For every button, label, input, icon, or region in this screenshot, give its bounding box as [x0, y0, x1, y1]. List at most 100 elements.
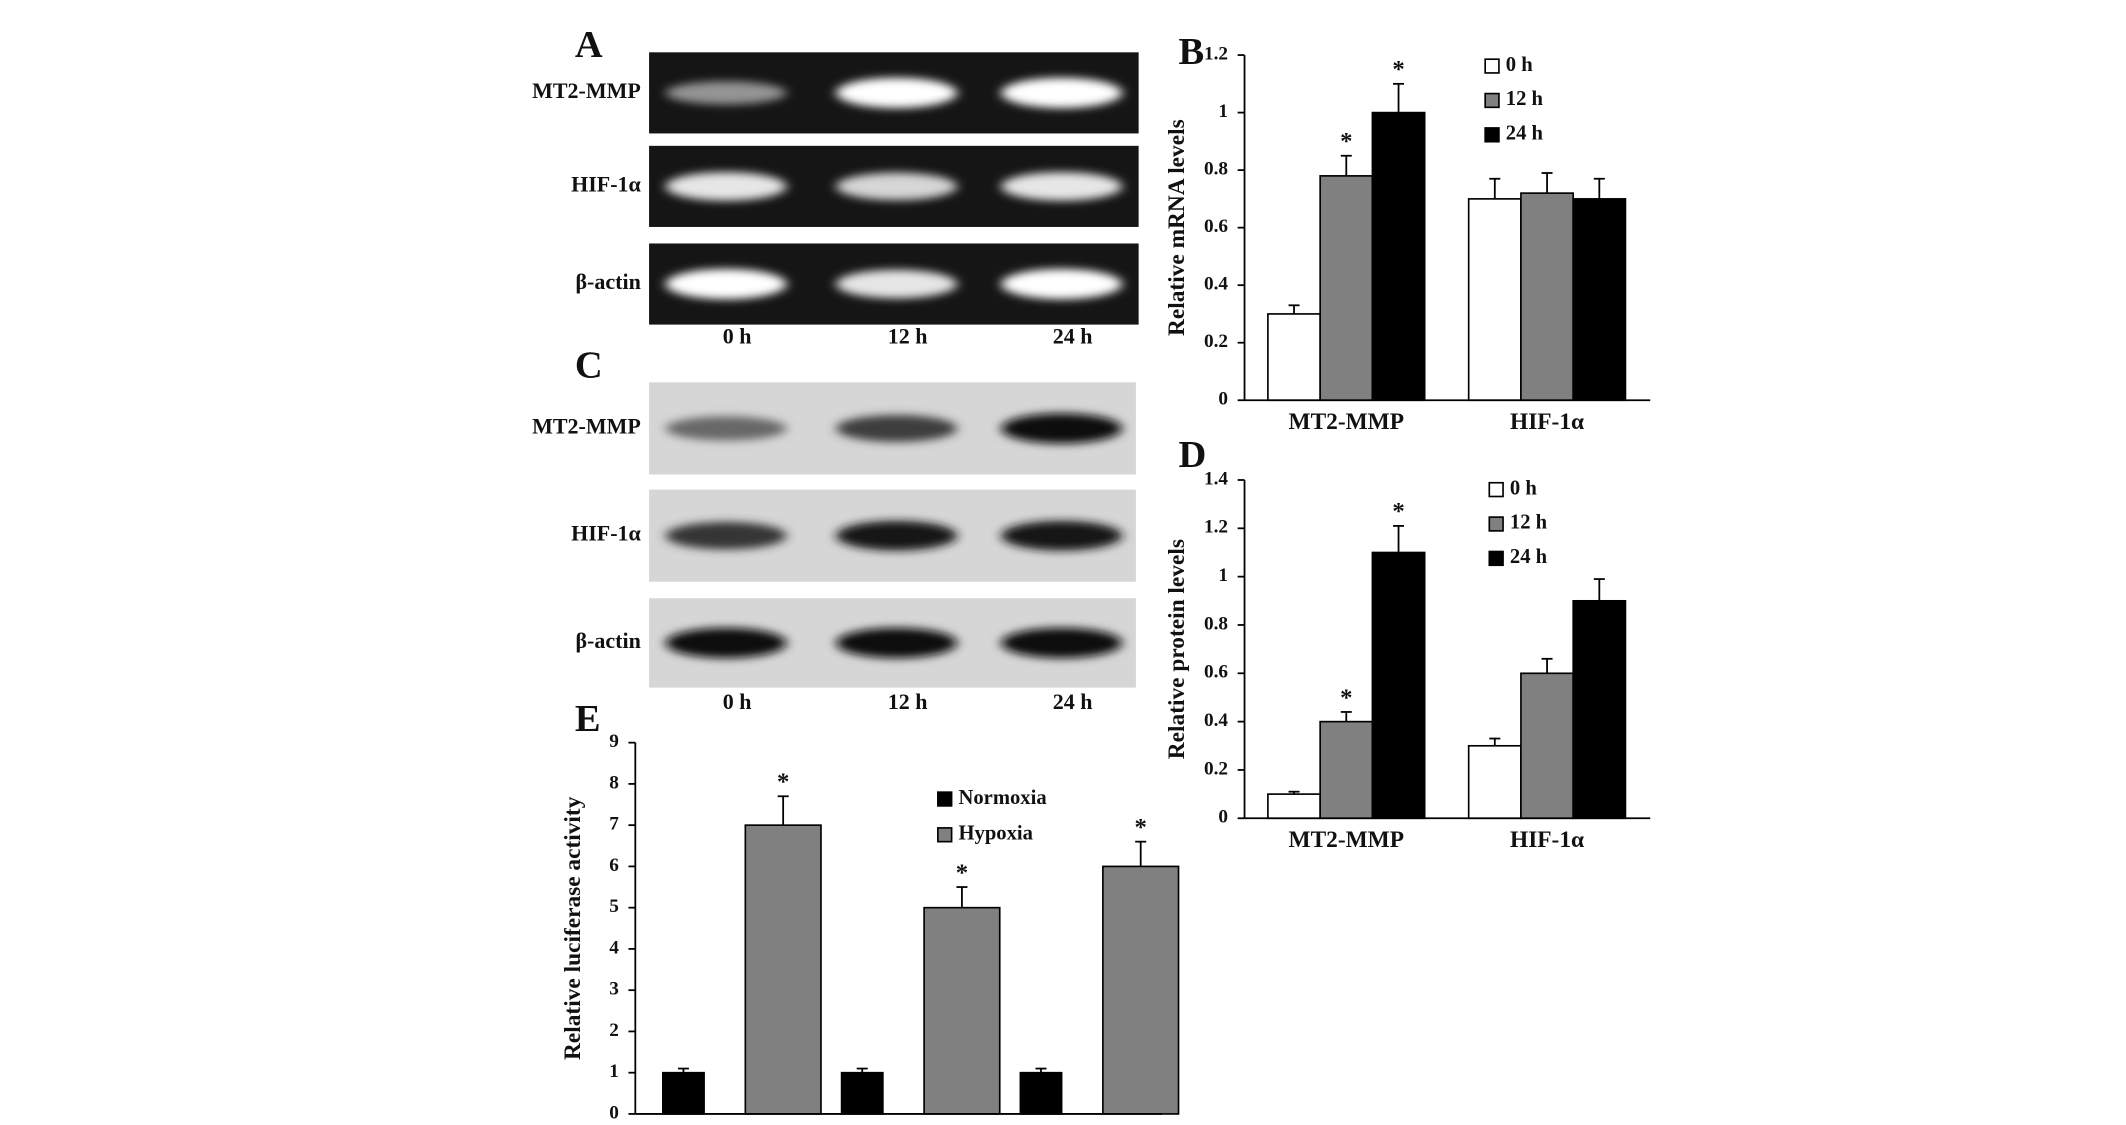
gel-band — [836, 269, 958, 299]
y-tick-label: 1 — [1218, 565, 1228, 586]
y-tick-label: 7 — [609, 814, 619, 835]
gel-row-label: HIF-1α — [571, 521, 641, 546]
legend-label: 12 h — [1506, 88, 1544, 110]
gel-lane-label: 0 h — [723, 689, 752, 714]
bar — [662, 1071, 705, 1115]
bar — [840, 1071, 884, 1115]
y-tick-label: 0.2 — [1204, 758, 1228, 779]
gel-row-label: β-actin — [575, 269, 640, 294]
y-axis-title: Relative luciferase activity — [560, 796, 586, 1060]
legend-label: 12 h — [1510, 512, 1548, 534]
bar — [1371, 551, 1426, 820]
bar — [1520, 672, 1575, 820]
gel-lane-label: 12 h — [888, 323, 928, 348]
gel-band — [1001, 268, 1123, 300]
gel-band — [1001, 627, 1123, 659]
y-tick-label: 4 — [609, 937, 619, 958]
legend-swatch — [1488, 516, 1504, 532]
legend-label: 0 h — [1506, 54, 1533, 76]
significance-marker: * — [1392, 56, 1404, 83]
legend-swatch — [1484, 127, 1500, 143]
gel-band — [1001, 172, 1123, 201]
y-tick-label: 3 — [609, 979, 619, 1000]
gel-band — [665, 521, 787, 550]
legend-label: Hypoxia — [958, 823, 1032, 845]
gel-row-label: MT2-MMP — [532, 78, 641, 103]
gel-lane-label: 24 h — [1053, 323, 1093, 348]
gel-band — [1001, 520, 1123, 551]
significance-marker: * — [777, 769, 789, 796]
gel-band — [665, 627, 787, 659]
legend-swatch — [937, 791, 953, 807]
x-tick-label: AsPC-1 — [1061, 1123, 1138, 1125]
bar — [1371, 111, 1426, 402]
legend-label: 24 h — [1506, 123, 1544, 145]
legend-label: 24 h — [1510, 546, 1548, 568]
bar — [1467, 744, 1522, 820]
gel-band — [836, 172, 958, 201]
significance-marker: * — [1340, 128, 1352, 155]
gel-lane-label: 0 h — [723, 323, 752, 348]
gel-band — [836, 627, 958, 659]
y-tick-label: 2 — [609, 1020, 619, 1041]
panel-label: B — [1179, 31, 1205, 73]
y-tick-label: 1 — [609, 1061, 619, 1082]
x-tick-label: HIF-1α — [1510, 827, 1584, 853]
x-tick-label: HIF-1α — [1510, 409, 1584, 435]
gel-band — [665, 81, 787, 105]
y-tick-label: 0.6 — [1204, 662, 1228, 683]
gel-band — [836, 520, 958, 551]
gel-row-label: β-actin — [575, 628, 640, 653]
legend-swatch — [937, 827, 953, 843]
bar — [1019, 1071, 1063, 1115]
significance-marker: * — [1340, 684, 1352, 711]
legend-swatch — [1484, 92, 1500, 109]
significance-marker: * — [1135, 814, 1147, 841]
bar — [1572, 198, 1627, 402]
legend-swatch — [1488, 550, 1504, 567]
panel-label: C — [575, 344, 603, 386]
significance-marker: * — [956, 859, 968, 886]
y-tick-label: 0.4 — [1204, 274, 1228, 295]
bar — [1467, 198, 1522, 402]
x-tick-label: PANC-1 — [701, 1123, 784, 1125]
y-tick-label: 1 — [1218, 101, 1228, 122]
gel-band — [1001, 77, 1123, 109]
y-tick-label: 1.2 — [1204, 517, 1228, 538]
y-tick-label: 5 — [609, 896, 619, 917]
y-tick-label: 0 — [1218, 807, 1228, 828]
bar — [1267, 793, 1321, 820]
legend-label: 0 h — [1510, 477, 1537, 499]
y-tick-label: 0.4 — [1204, 710, 1228, 731]
y-tick-label: 0.2 — [1204, 331, 1228, 352]
panel-label: E — [575, 698, 601, 740]
legend-swatch — [1488, 481, 1504, 498]
x-tick-label: BxPC-3 — [882, 1123, 960, 1125]
y-tick-label: 0 — [609, 1102, 619, 1123]
y-tick-label: 6 — [609, 855, 619, 876]
gel-band — [1001, 413, 1123, 444]
gel-band — [836, 414, 958, 442]
bar — [744, 824, 822, 1115]
bar — [1520, 192, 1575, 402]
y-tick-label: 0.6 — [1204, 216, 1228, 237]
y-axis-title: Relative protein levels — [1164, 539, 1190, 759]
y-tick-label: 8 — [609, 772, 619, 793]
bar — [923, 906, 1001, 1115]
gel-row-label: HIF-1α — [571, 171, 641, 196]
y-tick-label: 1.2 — [1204, 43, 1228, 64]
x-tick-label: MT2-MMP — [1289, 827, 1404, 853]
gel-band — [665, 172, 787, 201]
bar — [1319, 175, 1374, 402]
gel-band — [665, 416, 787, 441]
y-tick-label: 0.8 — [1204, 159, 1228, 180]
gel-band — [836, 77, 958, 109]
bar — [1267, 313, 1321, 402]
y-axis-title: Relative mRNA levels — [1164, 119, 1190, 336]
bar — [1319, 720, 1374, 820]
y-tick-label: 0.8 — [1204, 613, 1228, 634]
legend-label: Normoxia — [958, 787, 1046, 809]
gel-row-label: MT2-MMP — [532, 413, 641, 438]
y-tick-label: 0 — [1218, 389, 1228, 410]
